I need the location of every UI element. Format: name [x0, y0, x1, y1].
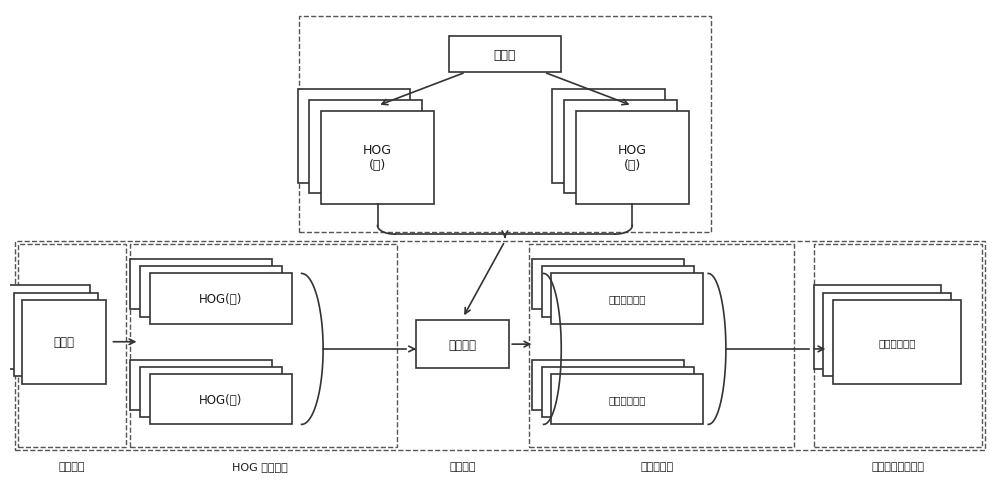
Text: 标记的视频帧: 标记的视频帧: [609, 294, 646, 304]
Text: HOG 特征提取: HOG 特征提取: [232, 461, 288, 471]
Bar: [130, 244, 397, 447]
FancyBboxPatch shape: [833, 300, 961, 384]
FancyBboxPatch shape: [542, 367, 694, 417]
FancyBboxPatch shape: [7, 286, 90, 369]
FancyBboxPatch shape: [140, 367, 282, 417]
Bar: [814, 244, 982, 447]
Text: 标记的视频帧: 标记的视频帧: [609, 394, 646, 405]
FancyBboxPatch shape: [532, 260, 684, 310]
FancyBboxPatch shape: [576, 111, 689, 204]
Text: 视觉词袋: 视觉词袋: [450, 461, 476, 471]
FancyBboxPatch shape: [814, 286, 941, 369]
FancyBboxPatch shape: [140, 267, 282, 317]
Bar: [529, 244, 794, 447]
FancyBboxPatch shape: [551, 274, 703, 324]
FancyBboxPatch shape: [14, 293, 98, 377]
FancyBboxPatch shape: [542, 267, 694, 317]
FancyBboxPatch shape: [552, 90, 665, 183]
Bar: [15, 242, 985, 449]
Text: HOG
(右): HOG (右): [618, 144, 647, 172]
FancyBboxPatch shape: [449, 37, 561, 73]
FancyBboxPatch shape: [298, 90, 410, 183]
FancyBboxPatch shape: [309, 101, 422, 194]
Bar: [18, 244, 126, 447]
FancyBboxPatch shape: [321, 111, 434, 204]
FancyBboxPatch shape: [22, 300, 106, 384]
Text: 视觉词袋: 视觉词袋: [449, 338, 477, 351]
Bar: [299, 17, 711, 232]
Text: 标记的视频: 标记的视频: [640, 461, 673, 471]
Text: 视觉共生矩阵: 视觉共生矩阵: [878, 337, 916, 347]
FancyBboxPatch shape: [551, 374, 703, 425]
Text: 视频帧: 视频帧: [53, 336, 74, 348]
Text: HOG(左): HOG(左): [199, 393, 242, 406]
FancyBboxPatch shape: [150, 374, 292, 425]
FancyBboxPatch shape: [416, 321, 509, 368]
FancyBboxPatch shape: [130, 260, 272, 310]
Text: HOG
(左): HOG (左): [363, 144, 392, 172]
Text: 视觉共生矩阵序列: 视觉共生矩阵序列: [871, 461, 924, 471]
Text: 训练集: 训练集: [494, 49, 516, 61]
Text: HOG(左): HOG(左): [199, 292, 242, 305]
Text: 输入视频: 输入视频: [58, 461, 85, 471]
FancyBboxPatch shape: [150, 274, 292, 324]
FancyBboxPatch shape: [823, 293, 951, 377]
FancyBboxPatch shape: [532, 360, 684, 410]
FancyBboxPatch shape: [130, 360, 272, 410]
FancyBboxPatch shape: [564, 101, 677, 194]
